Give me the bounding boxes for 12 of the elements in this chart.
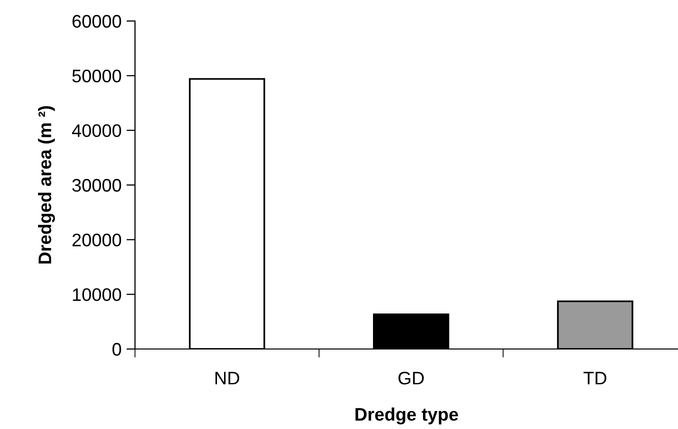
- y-tick-label: 10000: [72, 288, 122, 302]
- y-tick-label: 50000: [72, 70, 122, 82]
- y-tick-label: 60000: [72, 14, 122, 28]
- x-tick-label: ND: [215, 372, 240, 384]
- x-tick-label: TD: [584, 372, 606, 384]
- x-axis-title: Dredge type: [356, 408, 458, 424]
- y-tick-label: 40000: [72, 124, 122, 138]
- x-tick-label: GD: [398, 372, 424, 384]
- y-tick-label: 0: [112, 342, 122, 356]
- y-axis-title: Dredged area (m ²): [38, 106, 55, 264]
- y-tick-label: 30000: [72, 178, 122, 192]
- y-tick-label: 20000: [72, 234, 122, 246]
